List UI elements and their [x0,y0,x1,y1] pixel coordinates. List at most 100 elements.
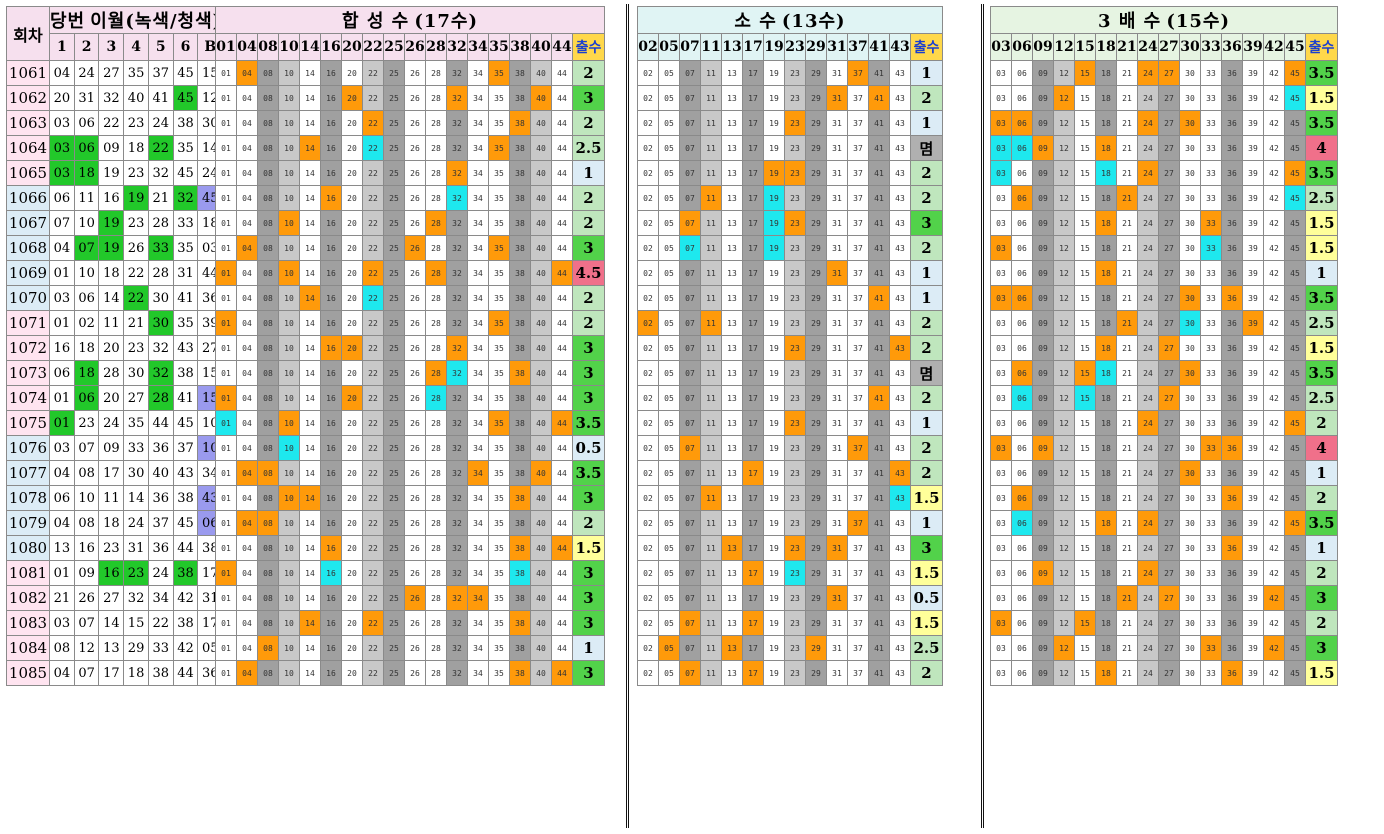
number-cell: 24 [1137,410,1159,436]
number-cell: 06 [1011,310,1033,336]
number-cell: 21 [1116,185,1138,211]
winning-number: 04 [49,60,75,86]
number-cell: 25 [383,435,405,461]
number-cell: 33 [1200,660,1222,686]
number-cell: 11 [700,460,722,486]
number-cell: 33 [1200,160,1222,186]
number-cell: 41 [868,385,890,411]
number-cell: 12 [1053,260,1075,286]
winning-number: 41 [172,285,199,311]
number-cell: 21 [1116,535,1138,561]
table-row: 1077 04 08 17 30 40 43 34 [6,460,224,486]
number-cell: 05 [658,85,680,111]
number-cell: 03 [990,110,1012,136]
winning-number: 43 [172,335,199,361]
number-cell: 06 [1011,485,1033,511]
number-header: 03 [990,33,1012,61]
number-cell: 07 [679,335,701,361]
table-row: 01 04 08 10 14 16 20 22 25 26 28 32 34 35 38 40 44 4.5 [215,260,605,286]
number-cell: 16 [320,185,342,211]
number-cell: 10 [278,610,300,636]
number-cell: 02 [637,610,659,636]
number-cell: 10 [278,660,300,686]
number-cell: 16 [320,610,342,636]
number-cell: 31 [826,335,848,361]
number-cell: 04 [236,510,258,536]
winning-number: 32 [147,335,174,361]
number-cell: 37 [847,460,869,486]
number-cell: 06 [1011,635,1033,661]
out-count: 3 [910,210,943,236]
number-cell: 42 [1263,660,1285,686]
number-cell: 23 [784,60,806,86]
number-cell: 36 [1221,160,1243,186]
number-cell: 31 [826,560,848,586]
table-row: 01 04 08 10 14 16 20 22 25 26 28 32 34 35 38 40 44 3.5 [215,410,605,436]
number-cell: 35 [488,235,510,261]
number-cell: 09 [1032,660,1054,686]
number-cell: 28 [425,385,447,411]
number-cell: 24 [1137,360,1159,386]
number-cell: 39 [1242,210,1264,236]
number-cell: 21 [1116,85,1138,111]
number-cell: 42 [1263,460,1285,486]
winning-number: 08 [49,635,75,661]
number-cell: 27 [1158,535,1180,561]
winning-number: 08 [73,510,100,536]
number-cell: 15 [1074,85,1096,111]
out-count: 2 [910,660,943,686]
number-cell: 23 [784,510,806,536]
number-cell: 40 [530,660,552,686]
number-cell: 26 [404,285,426,311]
number-cell: 36 [1221,185,1243,211]
number-cell: 42 [1263,210,1285,236]
out-count: 2.5 [1305,310,1338,336]
out-count: 2 [910,160,943,186]
number-cell: 21 [1116,610,1138,636]
winning-number: 06 [73,385,100,411]
winning-number: 37 [147,60,174,86]
number-cell: 39 [1242,410,1264,436]
table-row: 02 05 07 11 13 17 19 23 29 31 37 41 43 몀 [637,360,943,386]
number-cell: 42 [1263,260,1285,286]
number-cell: 08 [257,510,279,536]
number-cell: 29 [805,510,827,536]
out-count: 1 [910,285,943,311]
number-cell: 35 [488,560,510,586]
number-cell: 25 [383,110,405,136]
winning-number: 07 [73,235,100,261]
number-cell: 07 [679,635,701,661]
number-cell: 43 [889,85,911,111]
number-cell: 27 [1158,460,1180,486]
number-cell: 06 [1011,60,1033,86]
number-cell: 17 [742,660,764,686]
number-cell: 21 [1116,435,1138,461]
number-header: 12 [1053,33,1075,61]
number-cell: 03 [990,185,1012,211]
prime-title-text: 소 수 [734,11,777,32]
out-count: 3.5 [1305,285,1338,311]
number-cell: 43 [889,335,911,361]
number-cell: 34 [467,160,489,186]
out-count: 3.5 [572,410,605,436]
winning-number: 38 [172,560,199,586]
number-cell: 06 [1011,110,1033,136]
round-number: 1085 [6,660,50,686]
number-cell: 28 [425,110,447,136]
number-header: 29 [805,33,827,61]
number-cell: 34 [467,510,489,536]
number-cell: 44 [551,385,573,411]
winning-number: 01 [49,260,75,286]
number-cell: 25 [383,460,405,486]
number-cell: 10 [278,60,300,86]
number-cell: 13 [721,110,743,136]
number-cell: 30 [1179,360,1201,386]
number-header: 27 [1158,33,1180,61]
number-cell: 15 [1074,435,1096,461]
number-cell: 14 [299,560,321,586]
table-row: 03 06 09 12 15 18 21 24 27 30 33 36 39 42 45 3 [990,585,1338,611]
number-cell: 09 [1032,610,1054,636]
number-cell: 41 [868,635,890,661]
number-cell: 15 [1074,160,1096,186]
number-cell: 25 [383,385,405,411]
